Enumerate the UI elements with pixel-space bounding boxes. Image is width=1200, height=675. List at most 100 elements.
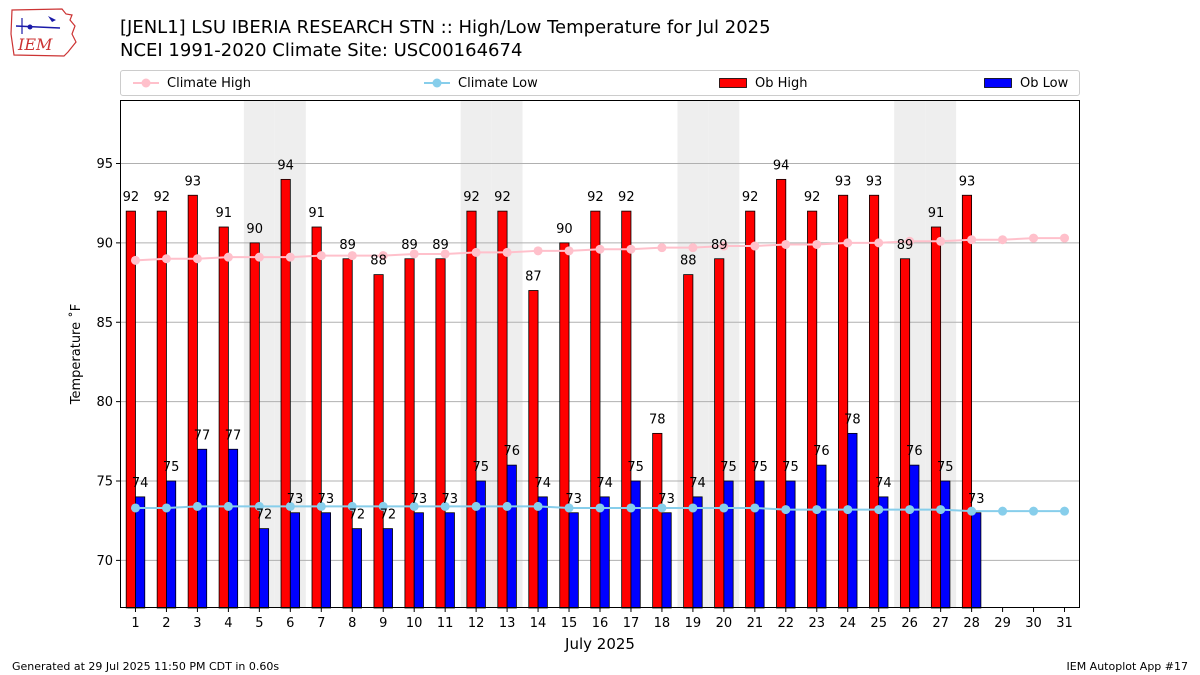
ob-low-bar-day-19 [692,496,703,609]
ob-low-bar-day-1 [135,496,146,609]
ob-low-label-day-26: 76 [906,444,923,459]
climate-low-point-day-21 [750,503,760,513]
ob-high-bar-day-6 [280,178,291,609]
ob-high-bar-day-27 [930,226,942,609]
ob-low-label-day-10: 73 [411,492,428,507]
x-tick-label: 4 [224,616,232,631]
ob-low-label-day-20: 75 [720,460,737,475]
ob-high-bar-day-16 [590,210,601,609]
ob-low-bar-day-3 [197,448,208,609]
ob-high-label-day-16: 92 [587,190,604,205]
ob-low-label-day-19: 74 [689,476,706,491]
ob-low-bar-day-21 [754,480,765,609]
ob-low-bar-day-16 [599,496,610,609]
ob-low-bar-day-14 [537,496,548,609]
ob-high-bar-day-22 [776,178,787,609]
weekend-shade-day-19 [677,100,709,608]
legend-ob-low: Ob Low [984,71,1068,95]
ob-low-bar-day-7 [320,512,331,609]
x-tick-label: 25 [870,616,887,631]
ob-low-label-day-17: 75 [627,460,644,475]
legend-climate-high-label: Climate High [167,75,252,91]
ob-low-label-day-1: 74 [132,476,149,491]
climate-low-point-day-11 [440,501,450,511]
ob-high-label-day-4: 91 [215,206,232,221]
ob-high-bar-day-12 [466,210,477,609]
ob-high-label-day-1: 92 [123,190,140,205]
ob-high-bar-day-21 [745,210,756,609]
ob-high-bar-day-23 [807,210,818,609]
climate-low-point-day-17 [626,503,636,513]
climate-high-point-day-2 [161,254,171,264]
ob-low-label-day-4: 77 [225,428,242,443]
climate-high-point-day-24 [843,238,853,248]
x-tick-label: 3 [193,616,201,631]
climate-high-point-day-17 [626,244,636,254]
ob-low-bar-day-28 [971,512,982,609]
gridlines [120,163,1080,561]
ob-high-label-day-14: 87 [525,270,542,285]
climate-high-point-day-20 [719,241,729,251]
x-tick-label: 8 [348,616,356,631]
climate-low-point-day-29 [998,506,1008,516]
climate-low-point-day-2 [161,503,171,513]
climate-high-point-day-30 [1029,233,1039,243]
ob-low-bar-day-23 [816,464,827,609]
ob-high-bar-day-18 [652,432,663,609]
climate-lines [130,233,1070,516]
ob-high-bar-day-5 [249,242,260,609]
climate-low-point-day-28 [967,506,977,516]
ob-low-bar-day-9 [382,528,393,609]
ob-low-bar-day-12 [475,480,486,609]
legend-climate-low-marker [424,78,450,88]
x-tick-label: 6 [286,616,294,631]
ob-low-label-day-24: 78 [844,412,861,427]
footer-generated: Generated at 29 Jul 2025 11:50 PM CDT in… [12,660,280,673]
ob-high-bar-day-7 [311,226,322,609]
weekend-shade-day-12 [460,100,492,608]
footer-app: IEM Autoplot App #17 [1066,660,1189,673]
x-tick-label: 22 [778,616,795,631]
climate-low-point-day-1 [130,503,140,513]
ob-high-label-day-19: 88 [680,254,697,269]
climate-high-line [135,237,1065,262]
x-tick-label: 30 [1025,616,1042,631]
climate-high-point-day-25 [874,238,884,248]
x-tick-label: 14 [530,616,547,631]
ob-low-label-day-14: 74 [534,476,551,491]
climate-low-point-day-16 [595,503,605,513]
y-tick-label: 90 [96,236,113,251]
ob-low-label-day-7: 73 [318,492,335,507]
climate-low-point-day-7 [316,501,326,511]
x-tick-label: 27 [932,616,949,631]
legend-climate-high-marker [133,78,159,88]
ob-low-label-day-16: 74 [596,476,613,491]
ob-high-bar-day-4 [218,226,229,609]
plot-frame [120,100,1080,608]
x-tick-label: 19 [685,616,702,631]
climate-low-point-day-26 [905,505,915,515]
climate-low-point-day-24 [843,505,853,515]
ob-high-label-day-27: 91 [928,206,945,221]
legend-ob-high-marker [719,78,747,88]
climate-low-point-day-27 [936,505,946,515]
x-tick-label: 17 [623,616,640,631]
ob-low-bar-day-15 [568,512,579,609]
x-tick-label: 2 [162,616,170,631]
ob-low-bar-day-25 [878,496,889,609]
x-tick-label: 13 [499,616,516,631]
ob-low-bar-day-24 [847,432,858,609]
x-axis-label: July 2025 [564,635,635,653]
x-tick-label: 11 [437,616,454,631]
climate-high-point-day-27 [936,236,946,246]
ob-high-label-day-28: 93 [959,174,976,189]
ob-high-label-day-24: 93 [835,174,852,189]
ob-high-bar-day-19 [683,274,694,609]
ob-low-bar-day-5 [258,528,270,609]
ob-high-bar-day-3 [187,194,198,609]
ob-high-bar-day-9 [373,274,384,609]
x-tick-label: 23 [809,616,826,631]
ob-high-bar-day-25 [869,194,880,609]
ob-low-label-day-21: 75 [751,460,768,475]
ob-low-label-day-23: 76 [813,444,830,459]
